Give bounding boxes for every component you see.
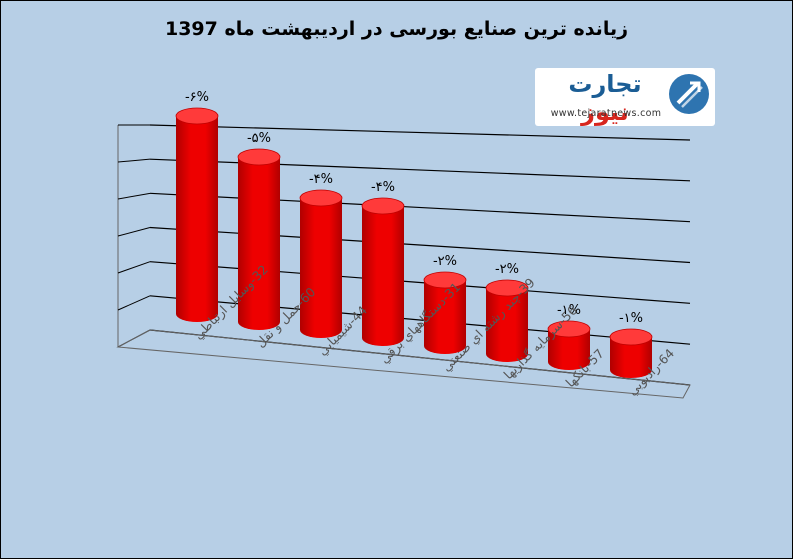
grid-line (149, 158, 691, 182)
grid-line-side (117, 227, 151, 237)
bar (299, 189, 343, 338)
logo-emblem-icon (669, 74, 709, 114)
tejaratnews-logo: تجارت نیوز www.tejaratnews.com (535, 68, 715, 126)
grid-line (149, 192, 691, 223)
bar-body (548, 329, 590, 370)
grid-line-side (117, 261, 151, 274)
grid-line-side (117, 295, 151, 311)
bar-top (175, 107, 219, 125)
bar-top (361, 197, 405, 215)
grid-line-side (117, 158, 151, 163)
bar-body (176, 116, 218, 322)
data-label: -۱% (557, 303, 581, 318)
bar-body (424, 280, 466, 354)
logo-word-accent: نیوز (581, 98, 629, 126)
logo-wordmark: تجارت نیوز (545, 70, 665, 126)
logo-word-main: تجارت (568, 70, 642, 98)
bar-top (237, 148, 281, 166)
chart-floor (116, 329, 691, 399)
chart-bars (175, 107, 653, 378)
data-label: -۴% (371, 180, 395, 195)
bar-body (486, 288, 528, 362)
bar (361, 197, 405, 346)
data-label: -۱% (619, 311, 643, 326)
bar (547, 320, 591, 370)
bar (423, 271, 467, 354)
bar-body (238, 157, 280, 330)
bar-top (299, 189, 343, 207)
bar-body (300, 198, 342, 338)
grid-line (149, 124, 691, 141)
data-label: -۴% (309, 172, 333, 187)
bar (237, 148, 281, 330)
data-label: -۶% (185, 90, 209, 105)
grid-line (149, 226, 691, 264)
chart-title: زیانده ترین صنایع بورسی در اردیبهشت ماه … (164, 18, 629, 40)
bar (175, 107, 219, 322)
bar-body (610, 337, 652, 378)
bar-body (362, 206, 404, 346)
bar (485, 279, 529, 362)
bar-top (423, 271, 467, 289)
data-label: -۲% (495, 262, 519, 277)
bar-top (609, 328, 653, 346)
bar-top (485, 279, 529, 297)
bar-top (547, 320, 591, 338)
bar (609, 328, 653, 378)
grid-line-side (117, 192, 151, 200)
chart-data-labels: -۶% -۵% -۴% -۴% -۲% -۲% -۱% -۱% (185, 90, 643, 326)
data-label: -۵% (247, 131, 271, 146)
data-label: -۲% (433, 254, 457, 269)
logo-url: www.tejaratnews.com (550, 108, 662, 119)
